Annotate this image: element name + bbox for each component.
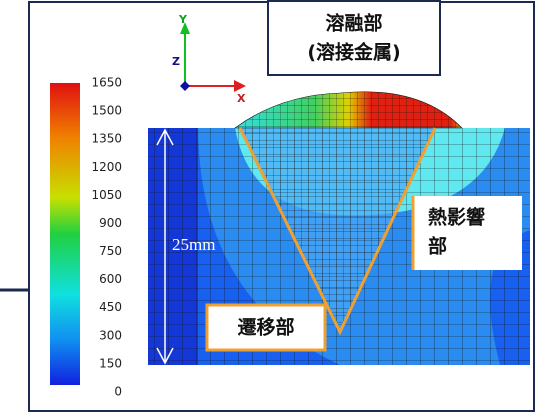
x-label: X <box>237 92 246 105</box>
colorbar-tick: 750 <box>99 244 122 258</box>
figure: 165015001350120010509007506004503001500 … <box>0 0 535 413</box>
colorbar-tick: 1500 <box>91 104 122 118</box>
z-label: Z <box>172 55 180 68</box>
colorbar-tick: 0 <box>114 385 122 399</box>
colorbar-tick: 1650 <box>91 76 122 90</box>
page: 165015001350120010509007506004503001500 … <box>0 0 535 417</box>
colorbar-tick: 900 <box>99 216 122 230</box>
colorbar-tick: 1200 <box>91 160 122 174</box>
callout-text: 遷移部 <box>237 316 294 339</box>
colorbar-tick: 450 <box>99 300 122 314</box>
callout-text: 溶融部 <box>325 12 382 35</box>
callout-text: 熱影響 <box>428 206 485 229</box>
colorbar-tick: 1350 <box>91 132 122 146</box>
colorbar-tick: 300 <box>99 328 122 342</box>
callout-text: (溶接金属) <box>307 41 400 64</box>
colorbar <box>50 83 80 385</box>
y-label: Y <box>178 13 188 26</box>
colorbar-tick: 150 <box>99 356 122 370</box>
colorbar-tick: 1050 <box>91 188 122 202</box>
colorbar-tick: 600 <box>99 272 122 286</box>
callout-text: 部 <box>428 235 447 258</box>
dimension-label: 25mm <box>172 235 215 254</box>
